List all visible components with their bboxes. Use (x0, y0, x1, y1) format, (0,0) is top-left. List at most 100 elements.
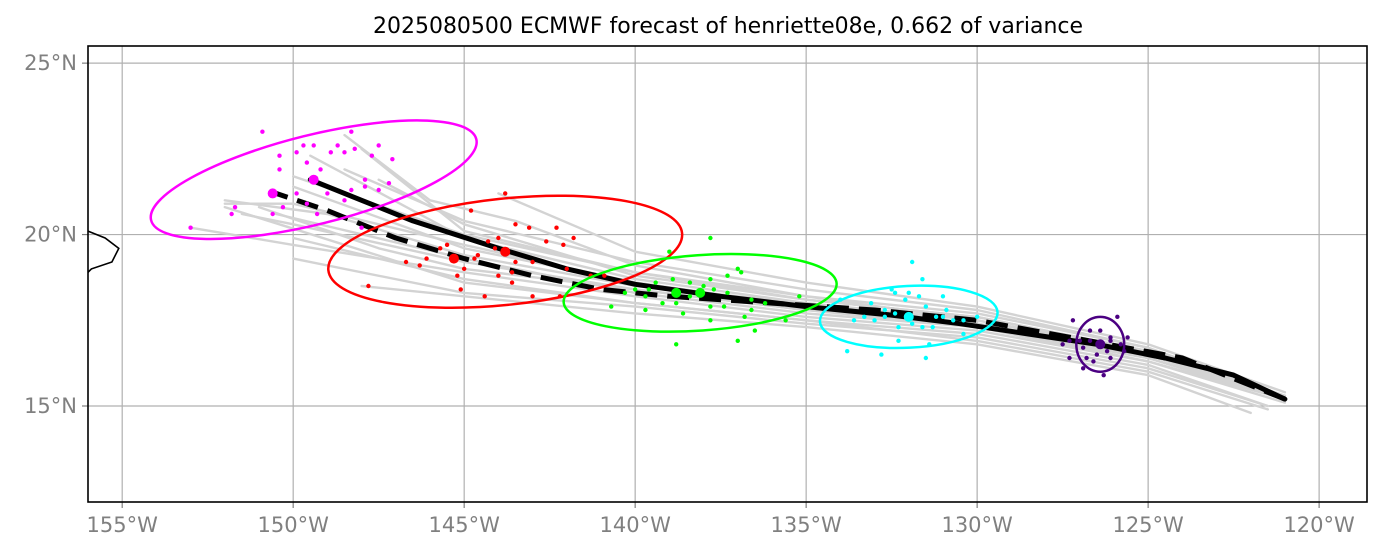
cluster-point (701, 283, 706, 289)
x-tick-label: 130°W (941, 513, 1013, 537)
cluster-point (892, 311, 898, 316)
cluster-point (342, 198, 347, 203)
cluster-point (403, 259, 409, 265)
cluster-point (749, 307, 754, 313)
x-tick-label: 125°W (1112, 513, 1184, 537)
cluster-point (314, 211, 320, 217)
cluster-point (496, 235, 501, 241)
cluster-ellipse (1075, 315, 1126, 373)
coastline-layer (88, 230, 120, 273)
cluster-point (609, 304, 614, 309)
cluster-point (725, 273, 730, 278)
cluster-point (1108, 355, 1113, 361)
cluster-point (653, 280, 658, 285)
cluster-point (749, 297, 754, 302)
cluster-point (909, 321, 915, 326)
cluster-point (708, 318, 713, 323)
cluster-point (735, 338, 740, 344)
cluster-point (530, 294, 535, 299)
cluster-point (485, 239, 491, 244)
cluster-point (503, 191, 508, 196)
axis-ticks: 155°W 150°W 145°W 140°W 135°W 130°W 125°W 120°W… (24, 51, 1355, 537)
cluster-ellipse (327, 194, 684, 309)
cluster-center-point (500, 246, 511, 257)
cluster-point (879, 352, 884, 357)
cluster-point (838, 297, 843, 302)
cluster-ellipse (149, 119, 478, 241)
cluster-point (232, 204, 238, 210)
cluster-point (311, 143, 316, 148)
cluster-point (188, 225, 193, 230)
cluster-point (280, 204, 286, 210)
cluster-center-point (695, 287, 706, 298)
cluster-center-point (448, 253, 459, 264)
cluster-point (933, 314, 939, 320)
cluster-point (260, 129, 265, 134)
cluster-point (513, 222, 518, 227)
cluster-ellipse (818, 284, 999, 350)
cluster-point (544, 239, 549, 244)
cluster-point (325, 191, 330, 196)
hawaii-coastline (88, 230, 120, 273)
cluster-center-point (1095, 339, 1106, 350)
cluster-point (1118, 342, 1123, 347)
cluster-point (277, 153, 282, 158)
y-tick-label: 25°N (24, 51, 77, 75)
cluster-point (1098, 328, 1103, 333)
cluster-point (359, 225, 364, 230)
cluster-point (304, 201, 310, 206)
x-tick-label: 155°W (87, 513, 159, 537)
cluster-point (335, 143, 340, 148)
cluster-point (294, 191, 299, 196)
cluster-point (294, 150, 299, 155)
cluster-point (797, 294, 802, 299)
cluster-point (882, 307, 888, 313)
cluster-markers (149, 119, 1130, 378)
member-track (292, 236, 1270, 411)
cluster-point (475, 252, 481, 258)
cluster-point (923, 304, 929, 309)
cluster-point (509, 270, 515, 275)
x-tick-label: 150°W (258, 513, 330, 537)
cluster-point (530, 259, 535, 265)
cluster-point (1104, 348, 1110, 354)
cluster-ellipse (562, 252, 838, 333)
cluster-point (444, 242, 450, 248)
cluster-point (882, 314, 888, 320)
cluster-point (1121, 348, 1127, 354)
cluster-point (386, 180, 392, 186)
cluster-point (1108, 335, 1113, 340)
cluster-point (920, 276, 925, 282)
cluster-point (349, 129, 354, 134)
cluster-point (632, 287, 638, 292)
cluster-point (951, 318, 956, 323)
cluster-point (376, 143, 381, 148)
cluster-point (561, 242, 566, 248)
cluster-point (1094, 352, 1100, 357)
cluster-point (229, 211, 234, 217)
cluster-point (328, 150, 334, 155)
plot-area (88, 119, 1288, 415)
cluster-point (872, 318, 877, 323)
cluster-point (738, 270, 744, 275)
cluster-point (735, 266, 740, 272)
cluster-point (940, 314, 946, 320)
cluster-point (304, 160, 310, 165)
cluster-point (909, 259, 915, 265)
member-track (292, 257, 1270, 408)
cluster-point (927, 342, 932, 347)
cluster-point (1067, 355, 1072, 361)
cluster-point (1060, 342, 1065, 347)
cluster-point (1084, 355, 1089, 361)
cluster-point (318, 167, 323, 172)
x-tick-label: 140°W (599, 513, 671, 537)
cluster-point (571, 235, 576, 241)
cluster-point (643, 307, 648, 313)
cluster-point (352, 146, 357, 152)
cluster-point (961, 331, 966, 337)
cluster-point (1125, 335, 1130, 340)
cluster-point (708, 235, 713, 241)
cluster-point (923, 355, 929, 361)
cluster-point (930, 324, 935, 330)
